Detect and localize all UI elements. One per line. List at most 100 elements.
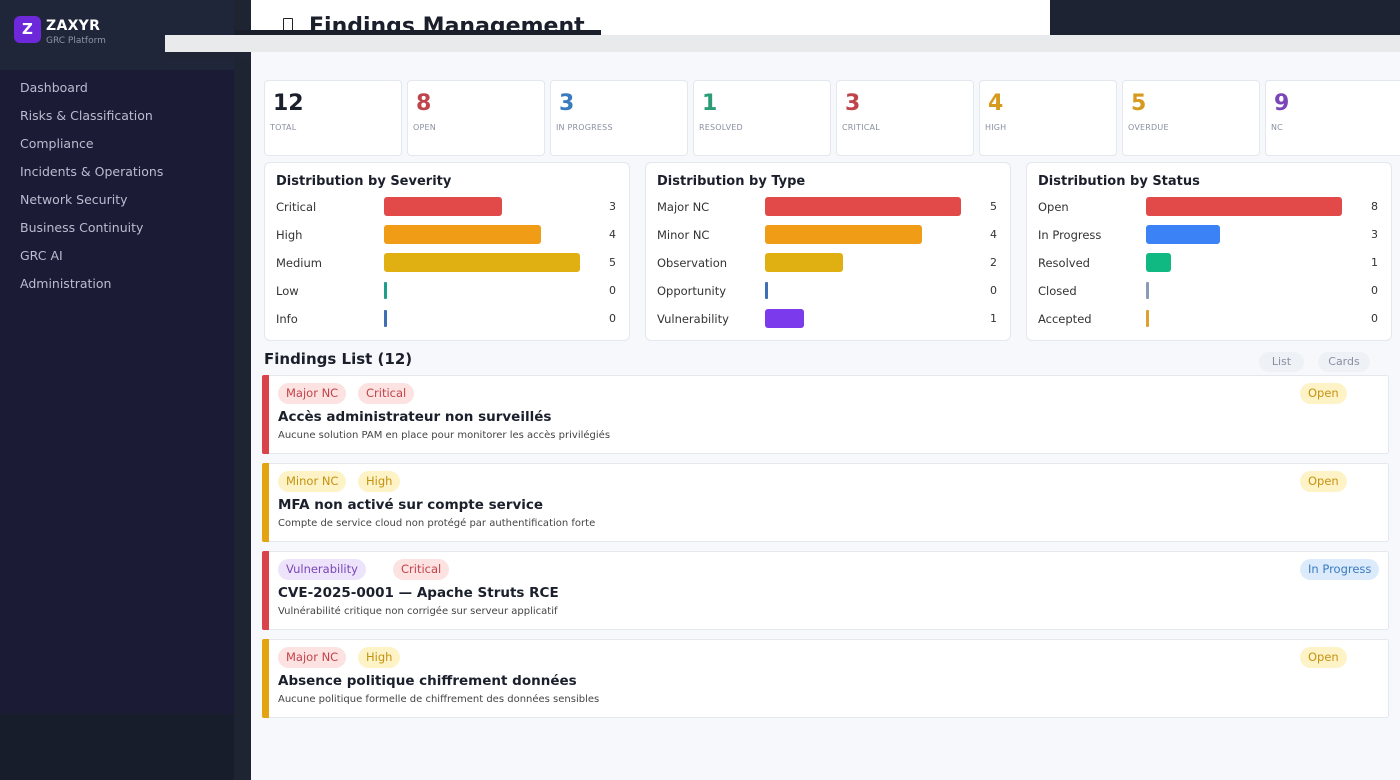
brand-name: ZAXYR (46, 18, 101, 34)
stat-card-in-progress: 3 IN PROGRESS (550, 80, 688, 156)
finding-card[interactable]: Vulnerability Critical In Progress CVE-2… (262, 551, 1389, 630)
distribution-status-panel: Distribution by Status Open 8 In Progres… (1026, 162, 1392, 341)
stat-label: RESOLVED (699, 123, 743, 132)
stat-card-overdue: 5 OVERDUE (1122, 80, 1260, 156)
brand-logo[interactable]: Z (14, 16, 41, 43)
dist-count: 3 (609, 200, 616, 213)
dist-bar (384, 282, 387, 299)
finding-title: MFA non activé sur compte service (278, 497, 544, 513)
dist-label: Medium (276, 256, 322, 270)
finding-card[interactable]: Minor NC High Open MFA non activé sur co… (262, 463, 1389, 542)
view-list-button[interactable]: List (1259, 352, 1304, 372)
dist-count: 5 (609, 256, 616, 269)
dist-row: In Progress 3 (1027, 225, 1391, 245)
stat-value: 3 (559, 91, 575, 116)
sidebar-item-dashboard[interactable]: Dashboard (20, 80, 88, 95)
sidebar-item-risks[interactable]: Risks & Classification (20, 108, 153, 123)
finding-title: CVE-2025-0001 — Apache Struts RCE (278, 585, 559, 601)
status-badge: Open (1300, 383, 1347, 404)
dist-count: 0 (609, 312, 616, 325)
dist-row: Critical 3 (265, 197, 629, 217)
header-underline (234, 30, 601, 35)
dist-count: 0 (1371, 312, 1378, 325)
dist-row: Opportunity 0 (646, 281, 1010, 301)
dist-row: Info 0 (265, 309, 629, 329)
backdrop-top-right (1050, 0, 1400, 35)
dist-label: Vulnerability (657, 312, 729, 326)
dist-label: Accepted (1038, 312, 1092, 326)
dist-label: Observation (657, 256, 728, 270)
dist-label: Info (276, 312, 298, 326)
dist-bar (765, 309, 804, 328)
dist-count: 0 (1371, 284, 1378, 297)
stat-label: TOTAL (270, 123, 297, 132)
finding-card[interactable]: Major NC Critical Open Accès administrat… (262, 375, 1389, 454)
finding-description: Vulnérabilité critique non corrigée sur … (278, 606, 558, 617)
sidebar-item-compliance[interactable]: Compliance (20, 136, 94, 151)
dist-row: Minor NC 4 (646, 225, 1010, 245)
findings-list-title: Findings List (12) (264, 350, 413, 368)
dist-row: Vulnerability 1 (646, 309, 1010, 329)
sidebar-item-network-security[interactable]: Network Security (20, 192, 128, 207)
finding-card[interactable]: Major NC High Open Absence politique chi… (262, 639, 1389, 718)
dist-label: Resolved (1038, 256, 1090, 270)
view-cards-button[interactable]: Cards (1318, 352, 1370, 372)
dist-bar (765, 225, 922, 244)
stat-value: 1 (702, 91, 718, 116)
severity-badge: Critical (358, 383, 415, 404)
panel-title: Distribution by Type (657, 174, 806, 189)
sidebar-item-incidents[interactable]: Incidents & Operations (20, 164, 164, 179)
dist-row: Medium 5 (265, 253, 629, 273)
status-badge: Open (1300, 647, 1347, 668)
dist-count: 3 (1371, 228, 1378, 241)
dist-bar (1146, 282, 1149, 299)
sidebar-item-business-continuity[interactable]: Business Continuity (20, 220, 144, 235)
finding-description: Aucune solution PAM en place pour monito… (278, 430, 611, 441)
card-accent (262, 639, 269, 718)
dist-bar (1146, 225, 1220, 244)
dist-bar (384, 197, 502, 216)
dist-label: Major NC (657, 200, 710, 214)
card-accent (262, 375, 269, 454)
page-header (251, 0, 1050, 35)
dist-row: Closed 0 (1027, 281, 1391, 301)
card-accent (262, 463, 269, 542)
stat-value: 3 (845, 91, 861, 116)
finding-title: Accès administrateur non surveillés (278, 409, 552, 425)
stat-card-total: 12 TOTAL (264, 80, 402, 156)
stat-value: 8 (416, 91, 432, 116)
sidebar-item-grc-ai[interactable]: GRC AI (20, 248, 63, 263)
dist-count: 4 (990, 228, 997, 241)
stat-value: 5 (1131, 91, 1147, 116)
dist-row: Resolved 1 (1027, 253, 1391, 273)
stat-card-resolved: 1 RESOLVED (693, 80, 831, 156)
dist-bar (384, 225, 541, 244)
status-badge: In Progress (1300, 559, 1380, 580)
stat-label: OPEN (413, 123, 436, 132)
stat-label: CRITICAL (842, 123, 880, 132)
panel-title: Distribution by Severity (276, 174, 452, 189)
dist-row: Major NC 5 (646, 197, 1010, 217)
finding-title: Absence politique chiffrement données (278, 673, 577, 689)
dist-label: In Progress (1038, 228, 1102, 242)
dist-label: Low (276, 284, 299, 298)
dist-count: 4 (609, 228, 616, 241)
stat-card-critical: 3 CRITICAL (836, 80, 974, 156)
status-badge: Open (1300, 471, 1347, 492)
dist-count: 8 (1371, 200, 1378, 213)
stat-label: IN PROGRESS (556, 123, 613, 132)
dist-bar (765, 253, 843, 272)
distribution-severity-panel: Distribution by Severity Critical 3 High… (264, 162, 630, 341)
stat-card-high: 4 HIGH (979, 80, 1117, 156)
distribution-type-panel: Distribution by Type Major NC 5 Minor NC… (645, 162, 1011, 341)
dist-bar (384, 310, 387, 327)
dist-count: 2 (990, 256, 997, 269)
type-badge: Major NC (278, 383, 347, 404)
dist-label: Minor NC (657, 228, 710, 242)
sidebar-item-administration[interactable]: Administration (20, 276, 112, 291)
panel-title: Distribution by Status (1038, 174, 1200, 189)
dist-row: Observation 2 (646, 253, 1010, 273)
stat-label: OVERDUE (1128, 123, 1169, 132)
dist-bar (384, 253, 580, 272)
card-accent (262, 551, 269, 630)
